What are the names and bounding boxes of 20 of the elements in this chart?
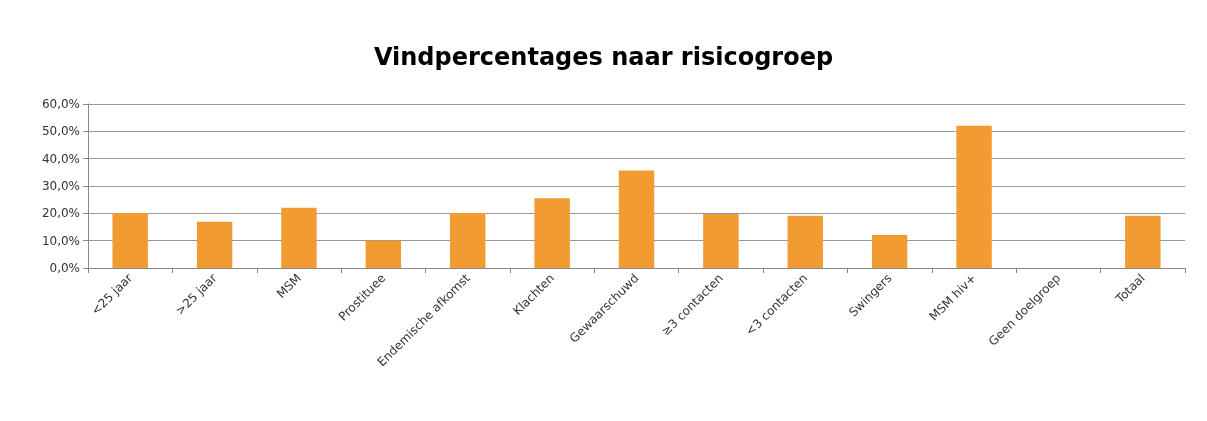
bar xyxy=(618,170,655,268)
bar xyxy=(112,213,148,268)
bar xyxy=(787,215,823,268)
y-tick-label: 30,0% xyxy=(41,179,80,193)
bar xyxy=(703,213,739,268)
y-tick-label: 0,0% xyxy=(49,261,80,275)
y-tick-label: 10,0% xyxy=(41,233,80,248)
bar xyxy=(450,213,486,268)
y-tick-label: 20,0% xyxy=(41,206,80,221)
bar xyxy=(534,198,570,268)
bar xyxy=(196,221,233,268)
y-tick-label: 50,0% xyxy=(41,124,80,139)
bar xyxy=(365,240,402,268)
y-tick-label: 40,0% xyxy=(41,151,80,166)
bar xyxy=(1125,215,1161,268)
bar xyxy=(956,125,992,268)
bar xyxy=(281,207,317,268)
bar xyxy=(871,234,908,268)
chart-title: Vindpercentages naar risicogroep xyxy=(373,43,834,71)
y-tick-label: 60,0% xyxy=(41,97,80,111)
